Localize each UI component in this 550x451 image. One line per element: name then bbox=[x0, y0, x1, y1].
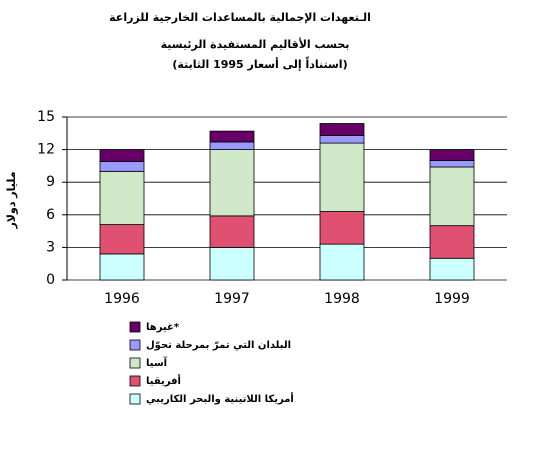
x-tick-label: 1999 bbox=[434, 291, 470, 307]
legend-label: أمريكا اللاتينية والبحر الكاريبي bbox=[146, 392, 294, 405]
legend-label: آسيا bbox=[146, 356, 168, 369]
bar-segment bbox=[209, 246, 255, 281]
chart-subtitle: بحسب الأقاليم المستفيدة الرئيسية bbox=[161, 37, 350, 51]
bar-segment bbox=[99, 253, 145, 281]
legend-label: أفريقيا bbox=[146, 374, 181, 387]
chart-title: الـتعهدات الإجمالية بالمساعدات الخارجية … bbox=[109, 11, 371, 24]
y-tick-label: 12 bbox=[37, 142, 55, 158]
bar-segment bbox=[99, 224, 145, 255]
bar-segment bbox=[429, 225, 475, 259]
bar-segment bbox=[209, 141, 255, 150]
chart-subtitle: (استناداً إلى أسعار 1995 الثابتة) bbox=[172, 56, 347, 71]
y-tick-label: 6 bbox=[46, 207, 55, 223]
bar-segment bbox=[429, 149, 475, 161]
y-tick-label: 0 bbox=[46, 272, 55, 288]
bar-segment bbox=[319, 243, 365, 281]
bar-segment bbox=[99, 170, 145, 225]
y-tick-label: 3 bbox=[46, 239, 55, 255]
legend-label: غيرها* bbox=[146, 322, 180, 333]
y-tick-label: 9 bbox=[46, 174, 55, 190]
bar-segment bbox=[209, 130, 255, 143]
bar-segment bbox=[319, 123, 365, 136]
legend-swatch bbox=[129, 393, 141, 405]
legend-swatch bbox=[129, 339, 141, 351]
legend-swatch bbox=[129, 375, 141, 387]
bar-segment bbox=[209, 149, 255, 217]
x-tick-label: 1996 bbox=[104, 291, 140, 307]
y-axis-label: مليار دولار bbox=[5, 171, 18, 229]
bar-segment bbox=[99, 161, 145, 172]
bar-segment bbox=[319, 142, 365, 212]
bar-segment bbox=[99, 149, 145, 162]
bar-segment bbox=[429, 257, 475, 281]
x-tick-label: 1997 bbox=[214, 291, 250, 307]
bar-segment bbox=[429, 160, 475, 168]
legend-swatch bbox=[129, 321, 141, 333]
x-tick-label: 1998 bbox=[324, 291, 360, 307]
bar-segment bbox=[429, 166, 475, 227]
bar-segment bbox=[319, 211, 365, 245]
legend-label: البلدان التي تمرّ بمرحلة تحوّل bbox=[146, 340, 291, 351]
legend-swatch bbox=[129, 357, 141, 369]
bar-segment bbox=[319, 135, 365, 144]
bar-segment bbox=[209, 215, 255, 248]
y-tick-label: 15 bbox=[37, 109, 55, 125]
